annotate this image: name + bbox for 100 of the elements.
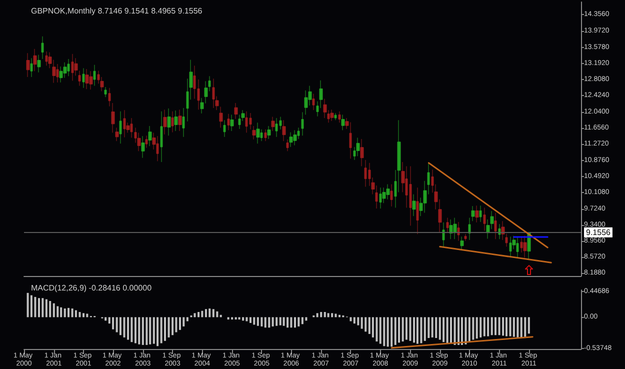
candlestick bbox=[271, 116, 275, 132]
bar bbox=[327, 313, 330, 318]
bar bbox=[502, 317, 504, 336]
bar bbox=[290, 317, 292, 328]
bar bbox=[178, 317, 181, 330]
candlestick bbox=[160, 111, 163, 162]
candlestick bbox=[516, 236, 519, 259]
bar bbox=[74, 310, 77, 318]
bar bbox=[49, 300, 52, 318]
candlestick bbox=[341, 114, 345, 130]
bar bbox=[357, 317, 360, 326]
candlestick bbox=[245, 111, 248, 133]
bar bbox=[368, 317, 370, 334]
bar bbox=[483, 317, 486, 336]
bar bbox=[272, 317, 274, 326]
bar bbox=[405, 317, 408, 340]
candlestick bbox=[238, 114, 241, 130]
bar bbox=[353, 317, 356, 324]
bar bbox=[524, 317, 526, 337]
candlestick bbox=[312, 94, 315, 110]
candlestick bbox=[141, 136, 145, 158]
bar bbox=[172, 317, 174, 336]
bar bbox=[64, 308, 66, 318]
candlestick bbox=[252, 126, 256, 140]
candlestick bbox=[63, 62, 67, 78]
bar bbox=[458, 317, 460, 345]
bar bbox=[305, 317, 308, 321]
bar bbox=[494, 317, 497, 336]
candlestick bbox=[119, 111, 122, 144]
bar bbox=[82, 313, 85, 318]
candlestick bbox=[293, 130, 297, 146]
bar bbox=[208, 308, 211, 318]
candlestick bbox=[167, 108, 171, 136]
bar bbox=[320, 312, 322, 318]
bar bbox=[301, 317, 304, 324]
bar bbox=[256, 317, 259, 326]
bar bbox=[402, 317, 404, 342]
bar bbox=[428, 317, 430, 338]
candlestick bbox=[85, 68, 89, 90]
bar bbox=[282, 317, 285, 326]
candlestick bbox=[412, 194, 416, 216]
bar bbox=[279, 317, 282, 326]
candlestick bbox=[227, 114, 230, 130]
bar bbox=[398, 317, 400, 343]
candlestick bbox=[108, 88, 111, 107]
candlestick bbox=[182, 108, 185, 138]
candlestick bbox=[78, 70, 81, 86]
candlestick bbox=[494, 212, 497, 240]
candlestick bbox=[509, 236, 512, 258]
bar bbox=[112, 317, 114, 330]
bar bbox=[286, 317, 289, 328]
candlestick bbox=[409, 166, 412, 226]
bar bbox=[490, 317, 493, 336]
bar bbox=[476, 317, 478, 339]
bar bbox=[331, 313, 334, 318]
candlestick bbox=[334, 112, 337, 120]
bar bbox=[104, 317, 107, 321]
bar bbox=[394, 317, 396, 345]
candlestick bbox=[219, 106, 223, 128]
candlestick bbox=[267, 126, 271, 140]
candlestick bbox=[460, 236, 464, 250]
bar bbox=[480, 317, 482, 338]
candlestick bbox=[289, 132, 293, 148]
bar bbox=[334, 314, 337, 318]
bar bbox=[298, 317, 300, 326]
bar bbox=[424, 317, 426, 341]
bar bbox=[446, 317, 448, 344]
bar bbox=[204, 309, 207, 318]
bar bbox=[60, 307, 62, 318]
candlestick bbox=[33, 48, 37, 72]
candlestick bbox=[468, 218, 471, 240]
bar bbox=[201, 310, 204, 318]
bar bbox=[52, 303, 55, 318]
bar bbox=[413, 317, 416, 343]
candlestick bbox=[475, 205, 479, 223]
candlestick bbox=[230, 114, 234, 132]
candlestick bbox=[464, 234, 467, 242]
bar bbox=[182, 317, 185, 326]
candlestick bbox=[178, 109, 182, 132]
bar bbox=[360, 317, 363, 329]
candlestick bbox=[45, 51, 48, 66]
candlestick bbox=[145, 135, 148, 148]
candlestick bbox=[264, 129, 267, 142]
bar bbox=[246, 317, 248, 322]
bar bbox=[364, 317, 367, 332]
candlestick bbox=[59, 66, 63, 83]
bar bbox=[260, 317, 263, 326]
bar bbox=[386, 317, 389, 347]
bar bbox=[438, 317, 441, 340]
bar bbox=[464, 317, 467, 344]
bar bbox=[294, 317, 296, 328]
bar bbox=[276, 317, 278, 326]
candlestick bbox=[249, 112, 252, 130]
candlestick bbox=[111, 102, 115, 133]
candlestick bbox=[41, 36, 44, 60]
bar bbox=[127, 317, 130, 340]
bar bbox=[431, 317, 434, 338]
bar bbox=[216, 311, 218, 318]
bar bbox=[460, 317, 463, 345]
bar bbox=[450, 317, 452, 344]
